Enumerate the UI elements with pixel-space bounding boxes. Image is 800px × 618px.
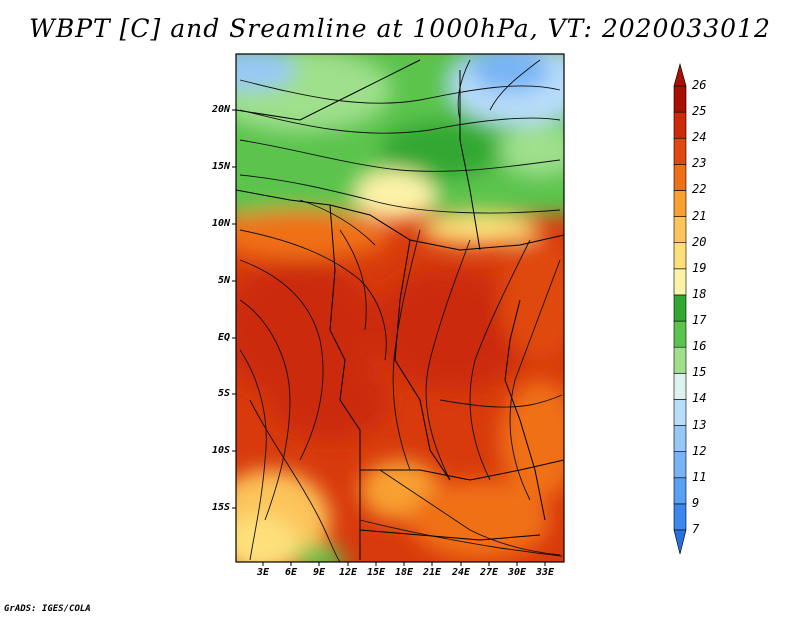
grads-credit: GrADS: IGES/COLA xyxy=(4,604,91,614)
lat-label-10n: 10N xyxy=(211,218,230,229)
colorbar-label: 9 xyxy=(692,495,700,510)
colorbar-segment xyxy=(673,399,687,426)
colorbar-label: 7 xyxy=(692,522,700,536)
colorbar-label: 23 xyxy=(692,156,707,171)
colorbar-label: 13 xyxy=(692,417,707,432)
lon-label-15e: 15E xyxy=(366,567,386,578)
colorbar-label: 12 xyxy=(692,443,707,458)
colorbar-segment xyxy=(673,320,687,348)
lon-label-18e: 18E xyxy=(394,567,414,578)
streamlines xyxy=(239,59,563,562)
lon-label-9e: 9E xyxy=(312,567,326,578)
axis-ticks xyxy=(232,109,546,566)
lat-label-15n: 15N xyxy=(211,161,230,172)
colorbar-segment xyxy=(673,137,687,165)
colorbar-segment xyxy=(673,85,687,113)
lon-label-24e: 24E xyxy=(451,567,471,578)
colorbar-segment xyxy=(673,242,687,270)
lon-label-3e: 3E xyxy=(256,567,270,578)
colorbar-label: 11 xyxy=(692,469,707,484)
colorbar-label: 17 xyxy=(692,313,707,328)
lon-label-21e: 21E xyxy=(422,567,442,578)
lat-label-5n: 5N xyxy=(217,275,230,286)
colorbar-label: 15 xyxy=(692,365,707,380)
lat-label-5s: 5S xyxy=(217,388,230,399)
colorbar-label: 14 xyxy=(692,391,707,406)
colorbar-label: 26 xyxy=(692,78,707,92)
colorbar-max-arrow xyxy=(673,62,687,87)
colorbar-segment xyxy=(673,451,687,479)
colorbar-segment xyxy=(673,268,687,296)
colorbar-label: 22 xyxy=(692,182,707,197)
chart-title: WBPT [C] and Sreamline at 1000hPa, VT: 2… xyxy=(29,14,771,43)
lat-label-10s: 10S xyxy=(211,445,230,456)
colorbar-label: 25 xyxy=(692,104,707,119)
colorbar-label: 16 xyxy=(692,339,707,354)
colorbar-segment xyxy=(673,503,687,531)
colorbar xyxy=(673,62,687,555)
colorbar-label: 24 xyxy=(692,130,707,145)
country-borders xyxy=(236,59,564,560)
colorbar-label: 20 xyxy=(692,234,707,249)
colorbar-segment xyxy=(673,216,687,244)
colorbar-segment xyxy=(673,111,687,139)
colorbar-label: 19 xyxy=(692,260,707,275)
colorbar-segment xyxy=(673,164,687,191)
colorbar-label: 21 xyxy=(692,208,707,223)
colorbar-segment xyxy=(673,425,687,452)
lon-label-6e: 6E xyxy=(284,567,298,578)
lat-label-20n: 20N xyxy=(211,104,230,115)
colorbar-segment xyxy=(673,190,687,217)
colorbar-min-arrow xyxy=(673,529,687,555)
colorbar-label: 18 xyxy=(692,286,707,301)
colorbar-segment xyxy=(673,294,687,322)
colorbar-segment xyxy=(673,477,687,505)
lon-label-12e: 12E xyxy=(338,567,358,578)
lon-label-33e: 33E xyxy=(535,567,555,578)
colorbar-segment xyxy=(673,372,687,400)
map-frame xyxy=(235,53,565,563)
lon-label-30e: 30E xyxy=(507,567,527,578)
lon-label-27e: 27E xyxy=(479,567,499,578)
lat-label-15s: 15S xyxy=(211,502,230,513)
lat-label-eq: EQ xyxy=(217,332,230,343)
colorbar-segment xyxy=(673,346,687,374)
